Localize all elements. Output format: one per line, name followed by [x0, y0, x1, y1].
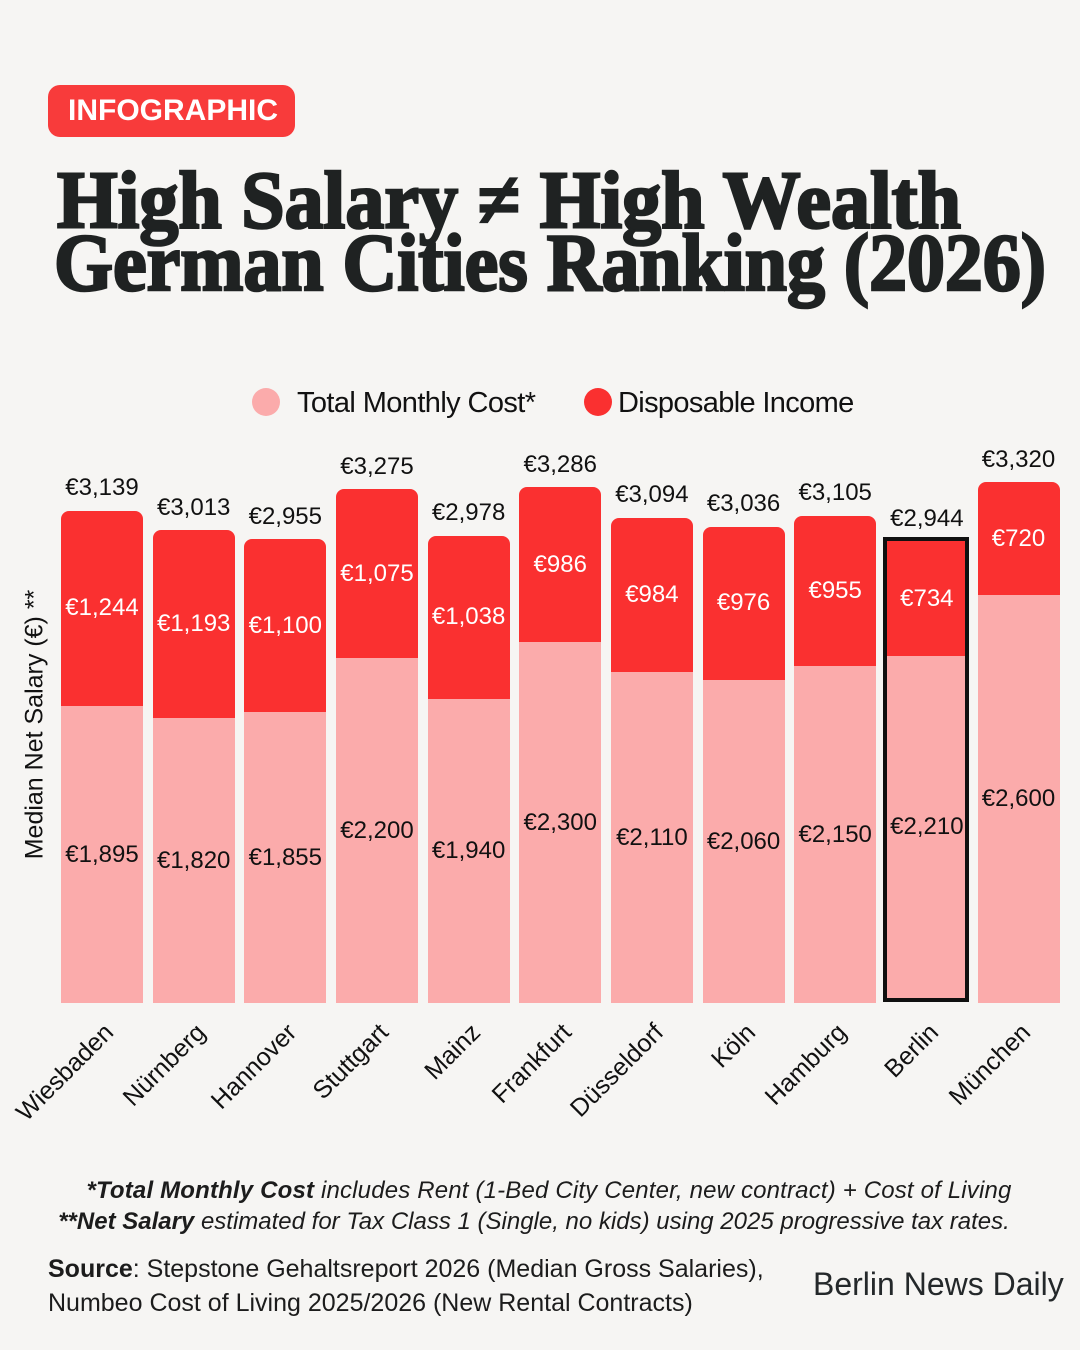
svg-text:High Salary ≠ High Wealth: High Salary ≠ High Wealth — [57, 155, 961, 246]
svg-text:German Cities Ranking (2026): German Cities Ranking (2026) — [54, 217, 1046, 308]
